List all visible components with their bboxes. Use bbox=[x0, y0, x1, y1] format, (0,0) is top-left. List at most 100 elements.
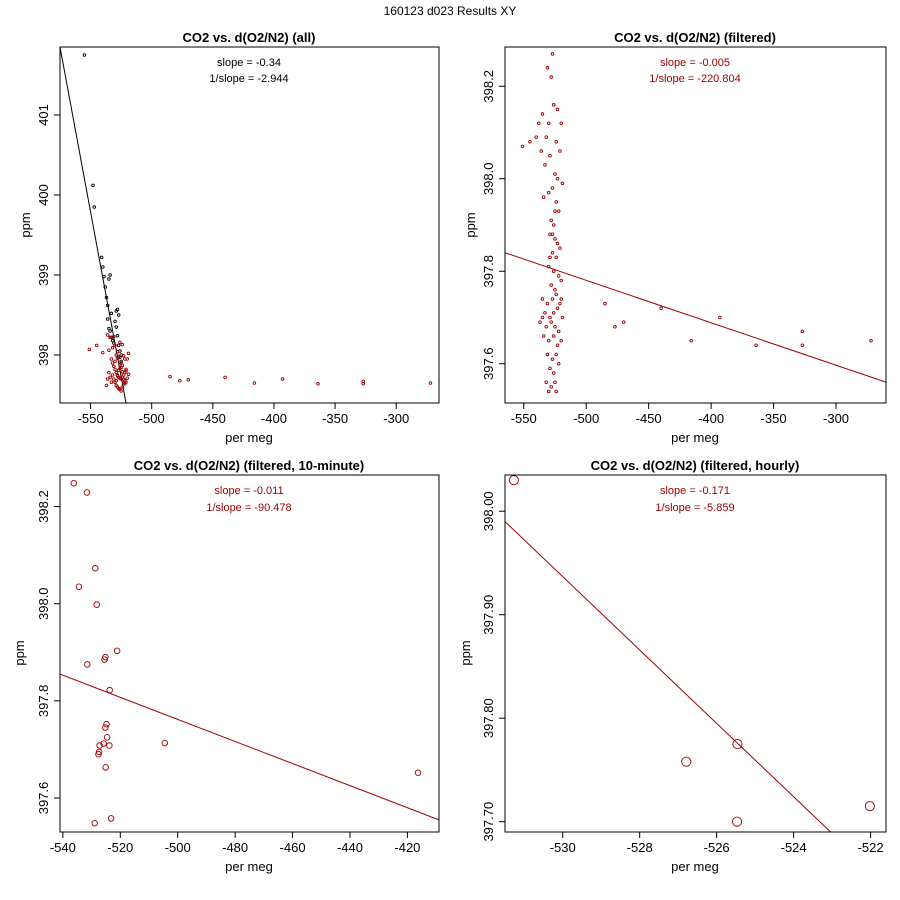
y-tick-label: 399 bbox=[36, 264, 51, 286]
data-point-10-minute bbox=[96, 742, 103, 749]
y-tick-label: 398.2 bbox=[481, 70, 496, 103]
data-point-filtered bbox=[546, 121, 551, 126]
data-point-filtered bbox=[115, 356, 120, 360]
points-filtered bbox=[520, 52, 873, 394]
data-point-hourly bbox=[681, 756, 692, 767]
points-10-minute bbox=[70, 480, 422, 827]
x-tick-label: -420 bbox=[394, 840, 420, 855]
data-point-filtered bbox=[361, 382, 365, 386]
axes-ticks-hourly: -530 -528 -526 -524 -522 397.70 397.80 397.90 39… bbox=[481, 491, 884, 855]
data-point-10-minute bbox=[100, 740, 107, 747]
data-point-filtered bbox=[555, 306, 560, 310]
slope-annotation-filtered: slope = -0.005 bbox=[660, 57, 730, 69]
data-point-filtered bbox=[546, 389, 551, 394]
data-point-filtered bbox=[178, 378, 182, 383]
data-point-all bbox=[82, 53, 87, 57]
data-point-filtered bbox=[101, 350, 105, 355]
data-point-filtered bbox=[551, 269, 556, 273]
data-point-hourly bbox=[732, 816, 743, 827]
data-point-filtered bbox=[252, 381, 257, 385]
data-point-10-minute bbox=[92, 565, 99, 572]
data-point-all bbox=[108, 273, 112, 277]
x-axis-label-10-minute: per meg bbox=[225, 859, 273, 874]
data-point-filtered bbox=[558, 149, 562, 153]
data-point-filtered bbox=[110, 373, 115, 377]
data-point-all bbox=[105, 317, 110, 321]
x-tick-label: -500 bbox=[165, 840, 191, 855]
x-tick-label: -350 bbox=[761, 411, 787, 426]
data-point-filtered bbox=[115, 374, 120, 378]
data-point-filtered bbox=[553, 287, 557, 292]
data-point-all bbox=[116, 343, 121, 348]
data-point-10-minute bbox=[75, 583, 83, 590]
data-point-filtered bbox=[550, 250, 555, 255]
data-point-filtered bbox=[107, 370, 111, 375]
y-axis-label-10-minute: ppm bbox=[12, 640, 27, 665]
x-tick-label: -300 bbox=[823, 411, 849, 426]
panel-10-minute: CO2 vs. d(O2/N2) (filtered, 10-minute) -… bbox=[12, 458, 440, 874]
data-point-filtered bbox=[555, 343, 560, 347]
data-point-filtered bbox=[124, 367, 128, 372]
y-tick-label: 400 bbox=[36, 184, 51, 206]
points-all bbox=[82, 53, 433, 393]
data-point-all bbox=[105, 303, 110, 308]
data-point-all bbox=[108, 329, 112, 333]
figure-title: 160123 d023 Results XY bbox=[384, 4, 517, 18]
data-point-filtered bbox=[124, 369, 128, 373]
data-point-filtered bbox=[613, 324, 617, 329]
panel-title-filtered: CO2 vs. d(O2/N2) (filtered) bbox=[614, 30, 776, 45]
data-point-filtered bbox=[549, 385, 553, 389]
fit-line-10-minute bbox=[60, 673, 439, 821]
y-tick-label: 398.0 bbox=[481, 162, 496, 195]
panel-filtered: CO2 vs. d(O2/N2) (filtered) -550 -500 -450… bbox=[463, 30, 887, 445]
plot-frame-10-minute bbox=[59, 474, 440, 833]
data-point-filtered bbox=[800, 343, 805, 347]
data-point-filtered bbox=[554, 389, 558, 394]
data-point-filtered bbox=[544, 324, 548, 329]
data-point-filtered bbox=[536, 121, 541, 126]
data-point-10-minute bbox=[161, 739, 169, 747]
data-point-filtered bbox=[105, 377, 110, 381]
data-point-10-minute bbox=[95, 751, 102, 758]
x-axis-label-filtered: per meg bbox=[671, 430, 719, 445]
axes-ticks-filtered: -550 -500 -450 -400 -350 -300 397.6 397.8 398.0 3… bbox=[481, 70, 849, 426]
data-point-10-minute bbox=[103, 720, 110, 728]
data-point-all bbox=[115, 307, 120, 312]
data-point-filtered bbox=[114, 378, 118, 383]
x-tick-label: -450 bbox=[200, 411, 226, 426]
data-point-filtered bbox=[87, 347, 92, 352]
x-tick-label: -480 bbox=[222, 840, 248, 855]
data-point-filtered bbox=[316, 382, 320, 386]
slope-annotation-hourly: slope = -0.171 bbox=[660, 485, 730, 497]
data-point-all bbox=[91, 183, 95, 188]
data-point-filtered bbox=[528, 140, 532, 144]
x-tick-label: -526 bbox=[704, 840, 730, 855]
data-point-filtered bbox=[559, 278, 563, 283]
panel-title-hourly: CO2 vs. d(O2/N2) (filtered, hourly) bbox=[591, 458, 800, 473]
data-point-10-minute bbox=[106, 686, 113, 694]
data-point-filtered bbox=[754, 343, 758, 347]
data-point-filtered bbox=[718, 315, 722, 320]
data-point-all bbox=[102, 274, 106, 279]
data-point-hourly bbox=[508, 475, 519, 486]
data-point-filtered bbox=[558, 301, 562, 306]
fit-line-all bbox=[60, 47, 127, 403]
fit-line-filtered bbox=[505, 252, 886, 383]
data-point-filtered bbox=[556, 209, 561, 213]
data-point-filtered bbox=[113, 343, 117, 348]
data-point-filtered bbox=[118, 366, 122, 371]
data-point-filtered bbox=[544, 135, 548, 139]
x-tick-label: -500 bbox=[573, 411, 599, 426]
data-point-filtered bbox=[548, 366, 552, 371]
y-tick-label: 397.8 bbox=[481, 255, 496, 288]
y-tick-label: 398 bbox=[36, 344, 51, 366]
x-tick-label: -400 bbox=[698, 411, 724, 426]
data-point-filtered bbox=[113, 359, 117, 364]
data-point-filtered bbox=[544, 380, 548, 384]
data-point-all bbox=[104, 295, 109, 300]
plot-frame-filtered bbox=[504, 46, 887, 404]
data-point-10-minute bbox=[93, 601, 101, 608]
data-point-filtered bbox=[546, 264, 551, 269]
data-point-filtered bbox=[108, 375, 112, 380]
x-tick-label: -520 bbox=[107, 840, 133, 855]
